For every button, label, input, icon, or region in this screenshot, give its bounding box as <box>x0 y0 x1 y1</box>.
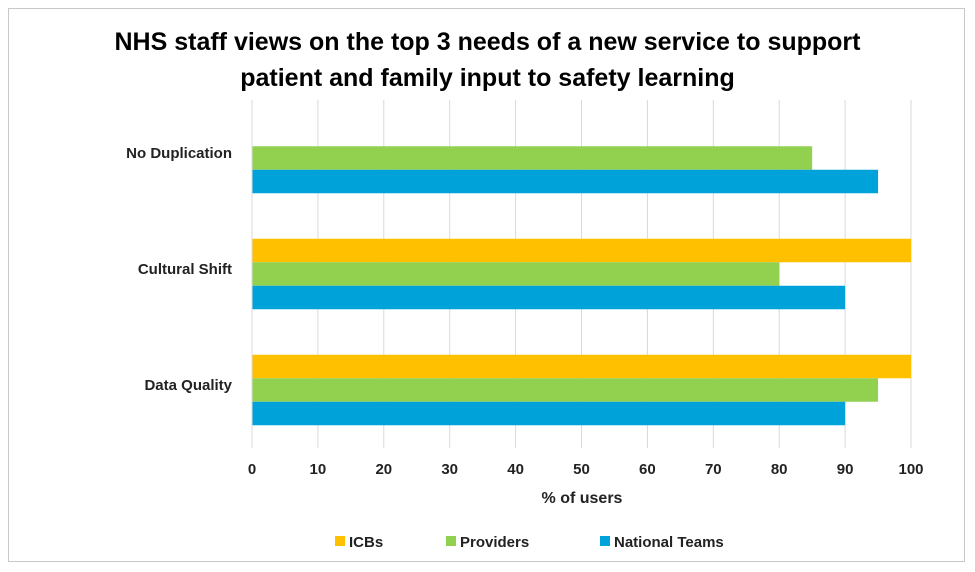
legend-swatch-national-teams <box>600 536 610 546</box>
category-label-no-duplication: No Duplication <box>126 145 232 162</box>
legend-label-national-teams: National Teams <box>614 534 724 551</box>
chart-title-line-2: patient and family input to safety learn… <box>240 64 735 92</box>
bar-cultural-shift-icbs <box>252 238 911 263</box>
x-tick-label-50: 50 <box>573 461 590 478</box>
bar-data-quality-icbs <box>252 354 911 379</box>
category-label-data-quality: Data Quality <box>144 377 232 394</box>
x-tick-label-80: 80 <box>771 461 788 478</box>
x-axis-title: % of users <box>542 490 623 507</box>
bar-cultural-shift-national-teams <box>252 285 846 310</box>
x-tick-label-0: 0 <box>248 461 256 478</box>
category-label-cultural-shift: Cultural Shift <box>138 261 232 278</box>
x-tick-label-20: 20 <box>375 461 392 478</box>
legend-label-icbs: ICBs <box>349 534 383 551</box>
x-tick-label-70: 70 <box>705 461 722 478</box>
x-tick-label-10: 10 <box>310 461 327 478</box>
x-tick-label-100: 100 <box>898 461 923 478</box>
bar-data-quality-providers <box>252 378 879 402</box>
legend-label-providers: Providers <box>460 534 529 551</box>
bar-cultural-shift-providers <box>252 262 780 286</box>
bar-no-duplication-national-teams <box>252 169 879 194</box>
x-tick-label-60: 60 <box>639 461 656 478</box>
x-tick-label-40: 40 <box>507 461 524 478</box>
x-tick-label-30: 30 <box>441 461 458 478</box>
legend-swatch-icbs <box>335 536 345 546</box>
bar-no-duplication-providers <box>252 146 813 170</box>
legend-swatch-providers <box>446 536 456 546</box>
x-tick-label-90: 90 <box>837 461 854 478</box>
bar-data-quality-national-teams <box>252 401 846 426</box>
chart-title-line-1: NHS staff views on the top 3 needs of a … <box>114 28 861 56</box>
chart-title: NHS staff views on the top 3 needs of a … <box>0 24 975 96</box>
